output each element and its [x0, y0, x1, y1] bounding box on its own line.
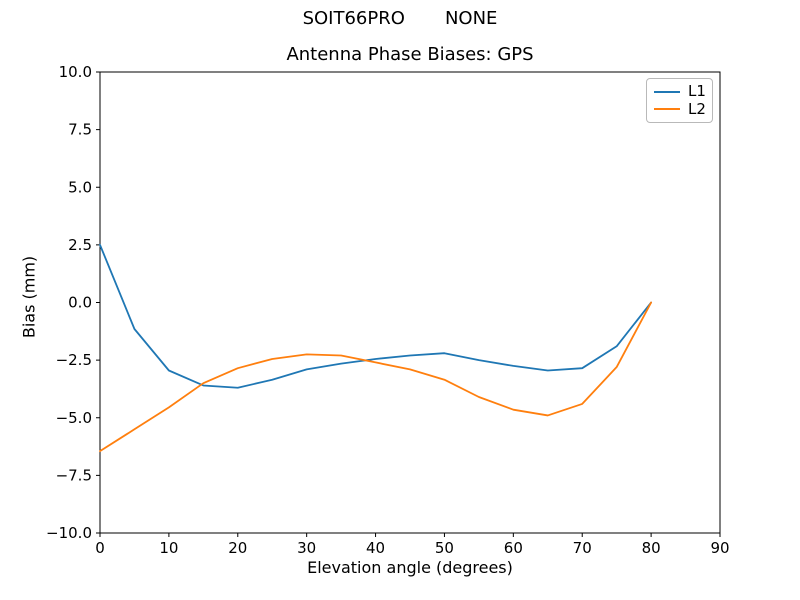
y-tick-label: 2.5 — [68, 236, 92, 254]
x-tick-label: 30 — [297, 539, 316, 557]
legend-entry-l2: L2 — [654, 99, 706, 118]
series-line-l1 — [99, 243, 653, 389]
y-tick-label: 10.0 — [59, 63, 92, 81]
y-tick-label: 5.0 — [68, 178, 92, 196]
legend-label-l1: L1 — [688, 82, 706, 101]
x-axis-label: Elevation angle (degrees) — [307, 558, 513, 577]
x-tick-label: 50 — [435, 539, 454, 557]
x-tick-label: 60 — [504, 539, 523, 557]
y-tick-label: 0.0 — [68, 294, 92, 312]
y-tick-label: −5.0 — [56, 409, 92, 427]
x-tick-label: 0 — [95, 539, 105, 557]
x-tick-label: 10 — [159, 539, 178, 557]
x-tick-label: 70 — [573, 539, 592, 557]
x-tick-label: 40 — [366, 539, 385, 557]
legend-entry-l1: L1 — [654, 82, 706, 101]
y-tick-label: −7.5 — [56, 466, 92, 484]
legend: L1 L2 — [646, 78, 713, 123]
y-tick-label: −2.5 — [56, 351, 92, 369]
figure-suptitle: SOIT66PRO NONE — [302, 8, 498, 29]
chart-title: Antenna Phase Biases: GPS — [286, 44, 534, 65]
y-tick-label: −10.0 — [46, 524, 92, 542]
l1-line-swatch — [654, 90, 680, 93]
x-tick-label: 20 — [228, 539, 247, 557]
y-tick-label: 7.5 — [68, 121, 92, 139]
l2-line-swatch — [654, 108, 680, 111]
x-tick-label: 90 — [710, 539, 729, 557]
series-line-l2 — [99, 301, 653, 453]
axes-spines — [99, 71, 721, 534]
legend-label-l2: L2 — [688, 99, 706, 118]
x-tick-label: 80 — [642, 539, 661, 557]
